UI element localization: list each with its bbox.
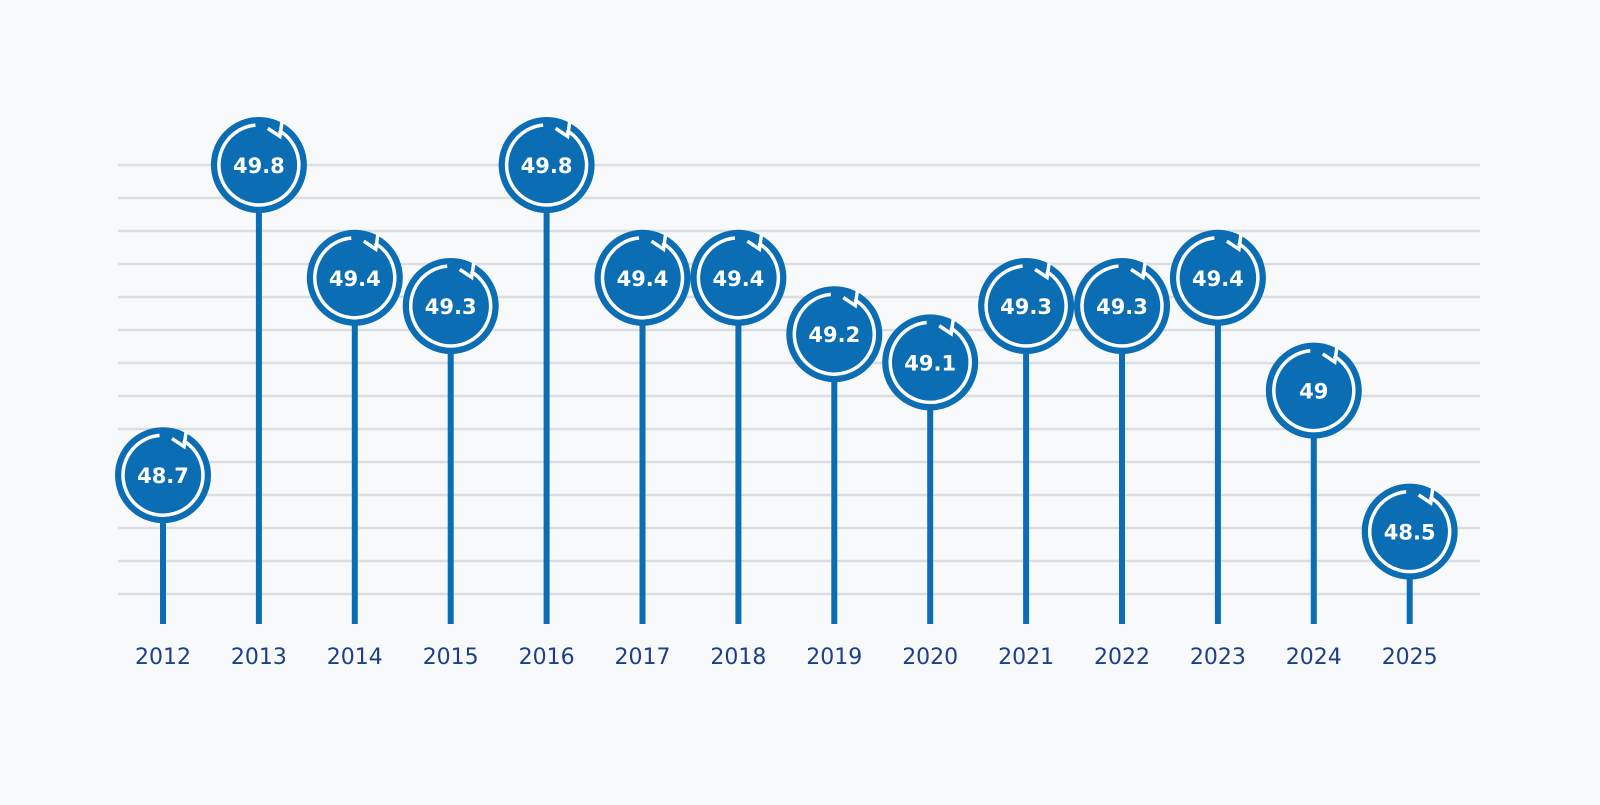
marker-circle: [498, 117, 595, 213]
arrowhead-icon: [554, 122, 572, 140]
circular-arrow-icon: [121, 433, 205, 517]
marker-circle: [1361, 483, 1458, 580]
marker-2013: 49.8: [210, 117, 307, 213]
arrowhead-icon: [1417, 488, 1435, 506]
x-tick-label: 2019: [806, 645, 862, 670]
marker-circle: [1074, 258, 1170, 354]
marker-2012: 48.7: [115, 427, 211, 524]
arrowhead-icon: [1130, 263, 1147, 281]
arrowhead-icon: [458, 263, 476, 281]
marker-circle: [115, 427, 211, 524]
circular-arrow-icon: [504, 123, 589, 207]
circular-arrow-icon: [1272, 349, 1356, 433]
circular-arrow-icon: [600, 236, 685, 320]
x-tick-label: 2024: [1286, 645, 1342, 670]
marker-2020: 49.1: [882, 314, 979, 411]
x-tick-label: 2012: [135, 645, 191, 670]
marker-2017: 49.4: [594, 229, 691, 326]
arrowhead-icon: [746, 234, 764, 253]
marker-2021: 49.3: [978, 258, 1075, 354]
x-axis-tick-labels: 2012 2013 2014 2015 2016 2017 2018 2019 2020 2021…: [135, 645, 1438, 670]
data-label: 49.8: [233, 154, 285, 178]
x-tick-label: 2013: [231, 645, 287, 670]
circular-arrow-icon: [792, 292, 877, 376]
data-label: 49.3: [1000, 295, 1052, 319]
circular-arrow-icon: [1368, 490, 1452, 574]
x-tick-label: 2016: [519, 645, 575, 670]
data-label: 49.4: [712, 267, 764, 291]
x-tick-label: 2017: [615, 645, 671, 670]
data-label: 49.2: [808, 323, 860, 347]
arrowhead-icon: [1321, 347, 1339, 365]
data-label: 48.7: [137, 464, 189, 488]
circular-arrow-icon: [696, 236, 781, 320]
x-tick-label: 2021: [998, 645, 1054, 670]
x-tick-label: 2015: [423, 645, 479, 670]
x-tick-label: 2020: [902, 645, 958, 670]
circular-arrow-icon: [1080, 264, 1164, 348]
markers: 48.7 49.8 49.4 49.3 49.8 49.4 49.4 49.2 49.1 49.3…: [115, 117, 1458, 580]
marker-circle: [1265, 342, 1362, 439]
circular-arrow-icon: [888, 320, 972, 405]
marker-circle: [402, 258, 499, 354]
marker-2023: 49.4: [1169, 229, 1266, 326]
arrowhead-icon: [362, 234, 380, 253]
marker-circle: [594, 229, 691, 326]
marker-2015: 49.3: [402, 258, 499, 354]
marker-2019: 49.2: [786, 286, 883, 383]
data-label: 49.3: [425, 295, 477, 319]
arrowhead-icon: [171, 432, 188, 450]
arrowhead-icon: [1225, 234, 1243, 253]
x-tick-label: 2022: [1094, 645, 1150, 670]
x-tick-label: 2023: [1190, 645, 1246, 670]
arrowhead-icon: [938, 319, 955, 337]
marker-circle: [882, 314, 979, 411]
arrowhead-icon: [842, 291, 860, 309]
marker-2022: 49.3: [1074, 258, 1170, 354]
arrowhead-icon: [650, 234, 668, 253]
data-label: 49.3: [1096, 295, 1148, 319]
circular-arrow-icon: [984, 264, 1068, 348]
data-label: 49.4: [329, 267, 381, 291]
circular-arrow-icon: [409, 264, 493, 348]
x-tick-label: 2018: [710, 645, 766, 670]
data-label: 48.5: [1384, 521, 1436, 545]
marker-2024: 49: [1265, 342, 1362, 439]
data-label: 49.8: [521, 154, 573, 178]
arrowhead-icon: [1034, 263, 1051, 281]
circular-arrow-icon: [313, 236, 397, 320]
data-label: 49.4: [1192, 267, 1244, 291]
marker-2018: 49.4: [690, 229, 787, 326]
marker-circle: [210, 117, 307, 213]
circular-arrow-icon: [217, 123, 301, 207]
marker-circle: [1169, 229, 1266, 326]
marker-2025: 48.5: [1361, 483, 1458, 580]
x-tick-label: 2025: [1382, 645, 1438, 670]
marker-circle: [786, 286, 883, 383]
marker-2014: 49.4: [306, 229, 403, 326]
marker-circle: [978, 258, 1075, 354]
data-label: 49.4: [617, 267, 669, 291]
circular-arrow-icon: [1176, 236, 1260, 320]
marker-circle: [690, 229, 787, 326]
data-label: 49.1: [904, 351, 956, 375]
marker-circle: [306, 229, 403, 326]
data-label: 49: [1299, 380, 1328, 404]
marker-2016: 49.8: [498, 117, 595, 213]
x-tick-label: 2014: [327, 645, 383, 670]
arrowhead-icon: [266, 122, 284, 140]
